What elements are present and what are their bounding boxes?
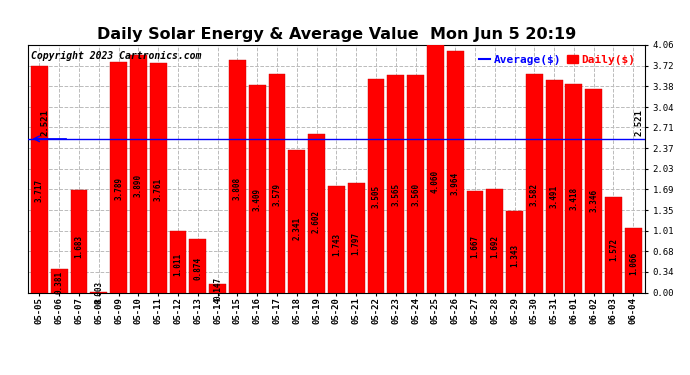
Legend: Average($), Daily($): Average($), Daily($) <box>475 51 640 69</box>
Title: Daily Solar Energy & Average Value  Mon Jun 5 20:19: Daily Solar Energy & Average Value Mon J… <box>97 27 576 42</box>
Bar <box>130 56 147 292</box>
Text: 1.572: 1.572 <box>609 238 618 261</box>
Text: 2.521: 2.521 <box>635 110 644 136</box>
Text: 0.147: 0.147 <box>213 277 222 300</box>
Bar <box>407 75 424 292</box>
Bar <box>70 190 88 292</box>
Text: 3.789: 3.789 <box>114 177 123 200</box>
Text: 1.692: 1.692 <box>490 234 500 258</box>
Bar <box>486 189 503 292</box>
Bar <box>348 183 364 292</box>
Bar <box>546 80 562 292</box>
Text: 3.579: 3.579 <box>273 183 282 206</box>
Bar <box>308 134 325 292</box>
Bar <box>229 60 246 292</box>
Text: 3.560: 3.560 <box>411 183 420 206</box>
Text: 1.011: 1.011 <box>173 253 183 276</box>
Bar <box>466 191 483 292</box>
Bar <box>288 150 305 292</box>
Text: 1.743: 1.743 <box>332 233 341 256</box>
Bar <box>31 66 48 292</box>
Text: 3.418: 3.418 <box>569 187 578 210</box>
Text: 0.381: 0.381 <box>55 270 63 294</box>
Text: 3.409: 3.409 <box>253 188 262 210</box>
Bar <box>526 74 543 292</box>
Bar <box>209 284 226 292</box>
Bar <box>585 88 602 292</box>
Text: 3.717: 3.717 <box>35 179 44 202</box>
Text: 3.808: 3.808 <box>233 177 242 200</box>
Text: 3.505: 3.505 <box>371 185 380 208</box>
Text: 3.565: 3.565 <box>391 183 400 206</box>
Bar <box>190 239 206 292</box>
Text: 3.964: 3.964 <box>451 172 460 195</box>
Text: 0.003: 0.003 <box>95 281 103 304</box>
Text: 1.343: 1.343 <box>510 244 519 267</box>
Bar <box>150 63 167 292</box>
Bar <box>427 45 444 292</box>
Text: 1.066: 1.066 <box>629 252 638 275</box>
Text: 3.890: 3.890 <box>134 174 143 197</box>
Text: 3.346: 3.346 <box>589 189 598 212</box>
Text: 2.521: 2.521 <box>41 110 50 136</box>
Bar <box>110 62 127 292</box>
Bar <box>170 231 186 292</box>
Text: 3.491: 3.491 <box>550 185 559 208</box>
Bar <box>387 75 404 292</box>
Bar <box>446 51 464 292</box>
Bar <box>506 211 523 292</box>
Bar <box>605 196 622 292</box>
Text: Copyright 2023 Cartronics.com: Copyright 2023 Cartronics.com <box>30 51 201 61</box>
Bar <box>368 79 384 292</box>
Text: 1.667: 1.667 <box>471 235 480 258</box>
Bar <box>249 85 266 292</box>
Text: 2.602: 2.602 <box>312 210 321 232</box>
Text: 4.060: 4.060 <box>431 170 440 193</box>
Bar <box>268 74 286 292</box>
Bar <box>328 186 345 292</box>
Bar <box>625 228 642 292</box>
Bar <box>566 84 582 292</box>
Text: 3.582: 3.582 <box>530 183 539 206</box>
Text: 2.341: 2.341 <box>293 217 302 240</box>
Text: 1.683: 1.683 <box>75 235 83 258</box>
Text: 1.797: 1.797 <box>352 232 361 255</box>
Text: 0.874: 0.874 <box>193 257 202 280</box>
Bar <box>51 269 68 292</box>
Text: 3.761: 3.761 <box>154 178 163 201</box>
